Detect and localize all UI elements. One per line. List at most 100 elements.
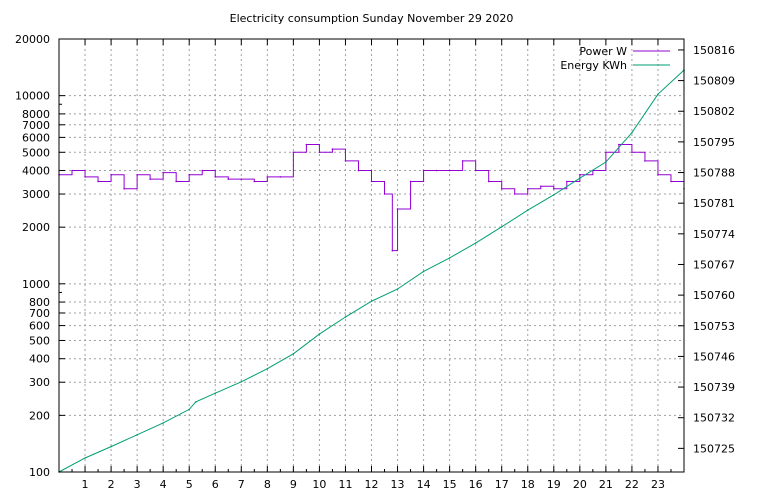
power-point bbox=[391, 249, 394, 252]
energy-point bbox=[194, 401, 197, 403]
energy-point bbox=[344, 316, 347, 318]
x-tick-label: 2 bbox=[108, 478, 115, 491]
y-left-tick-label: 1000 bbox=[22, 278, 50, 291]
power-point bbox=[175, 180, 177, 183]
y-left-tick-label: 2000 bbox=[22, 221, 50, 234]
x-tick-label: 10 bbox=[312, 478, 326, 491]
power-point bbox=[292, 151, 295, 154]
power-point bbox=[435, 169, 438, 172]
energy-point bbox=[136, 433, 138, 436]
y-left-tick-label: 3000 bbox=[22, 188, 50, 201]
y-right-tick-label: 150809 bbox=[693, 75, 735, 88]
energy-series-line bbox=[58, 69, 685, 473]
power-point bbox=[97, 180, 99, 183]
y-left-tick-label: 100 bbox=[29, 466, 50, 479]
power-point bbox=[305, 143, 308, 146]
x-tick-label: 4 bbox=[160, 478, 167, 491]
energy-point bbox=[500, 226, 503, 228]
y-left-tick-label: 20000 bbox=[15, 33, 50, 46]
x-tick-label: 9 bbox=[290, 478, 297, 491]
power-series-line bbox=[59, 144, 685, 252]
legend-label: Power W bbox=[579, 45, 627, 58]
energy-point bbox=[188, 408, 191, 411]
y-right-tick-label: 150788 bbox=[693, 167, 735, 180]
power-point bbox=[84, 176, 86, 178]
power-point bbox=[461, 160, 464, 162]
x-tick-label: 13 bbox=[391, 478, 405, 491]
y-left-tick-label: 4000 bbox=[22, 165, 50, 178]
x-tick-label: 17 bbox=[495, 478, 509, 491]
power-point bbox=[331, 148, 334, 150]
y-right-tick-label: 150767 bbox=[693, 258, 735, 271]
power-point bbox=[227, 178, 230, 180]
x-tick-label: 22 bbox=[625, 478, 639, 491]
x-tick-label: 14 bbox=[417, 478, 431, 491]
y-left-tick-label: 800 bbox=[29, 296, 50, 309]
y-left-tick-label: 5000 bbox=[22, 146, 50, 159]
power-point bbox=[357, 169, 360, 172]
y-right-tick-label: 150781 bbox=[693, 197, 735, 210]
y-right-tick-label: 150746 bbox=[693, 350, 735, 363]
x-tick-label: 20 bbox=[573, 478, 587, 491]
power-point bbox=[605, 151, 607, 154]
power-point bbox=[579, 173, 581, 176]
power-point bbox=[71, 169, 73, 172]
chart-title: Electricity consumption Sunday November … bbox=[230, 12, 514, 25]
power-point bbox=[409, 180, 412, 183]
power-point bbox=[539, 185, 542, 188]
power-point bbox=[618, 143, 620, 146]
energy-point bbox=[526, 209, 529, 211]
energy-point bbox=[318, 333, 321, 335]
y-right-tick-label: 150739 bbox=[693, 381, 735, 394]
power-point bbox=[552, 187, 555, 190]
power-point bbox=[448, 169, 451, 172]
power-point bbox=[422, 169, 425, 172]
power-point bbox=[136, 173, 138, 176]
y-left-tick-label: 400 bbox=[29, 353, 50, 366]
x-tick-label: 18 bbox=[521, 478, 535, 491]
energy-point bbox=[448, 257, 451, 259]
power-point bbox=[474, 169, 477, 172]
x-tick-label: 11 bbox=[338, 478, 352, 491]
energy-point bbox=[631, 131, 633, 134]
x-tick-label: 6 bbox=[212, 478, 219, 491]
energy-point bbox=[292, 352, 295, 355]
power-point bbox=[513, 193, 516, 195]
energy-point bbox=[240, 381, 243, 383]
y-left-tick-label: 700 bbox=[29, 307, 50, 320]
power-point bbox=[253, 180, 256, 183]
power-point bbox=[631, 151, 633, 154]
power-point bbox=[370, 180, 373, 183]
y-right-tick-label: 150816 bbox=[693, 44, 735, 57]
y-left-tick-label: 10000 bbox=[15, 90, 50, 103]
power-point bbox=[344, 160, 347, 162]
energy-point bbox=[110, 445, 112, 448]
power-point bbox=[123, 187, 125, 190]
power-point bbox=[396, 208, 399, 210]
y-right-tick-label: 150774 bbox=[693, 228, 735, 241]
power-point bbox=[566, 180, 568, 183]
x-tick-label: 16 bbox=[469, 478, 483, 491]
x-tick-label: 7 bbox=[238, 478, 245, 491]
energy-point bbox=[422, 270, 425, 273]
power-point bbox=[149, 178, 151, 180]
energy-point bbox=[396, 288, 399, 290]
energy-point bbox=[370, 300, 373, 303]
power-point bbox=[487, 180, 490, 183]
energy-point bbox=[162, 422, 164, 424]
energy-point bbox=[266, 367, 269, 370]
power-point bbox=[383, 193, 386, 195]
y-left-tick-label: 8000 bbox=[22, 108, 50, 121]
energy-point bbox=[84, 457, 86, 459]
x-tick-label: 1 bbox=[82, 478, 89, 491]
y-right-tick-label: 150760 bbox=[693, 289, 735, 302]
x-tick-label: 12 bbox=[365, 478, 379, 491]
x-tick-label: 23 bbox=[651, 478, 665, 491]
x-tick-label: 8 bbox=[264, 478, 271, 491]
power-point bbox=[110, 173, 112, 176]
y-left-tick-label: 300 bbox=[29, 376, 50, 389]
y-left-tick-label: 200 bbox=[29, 409, 50, 422]
energy-point bbox=[605, 161, 607, 163]
